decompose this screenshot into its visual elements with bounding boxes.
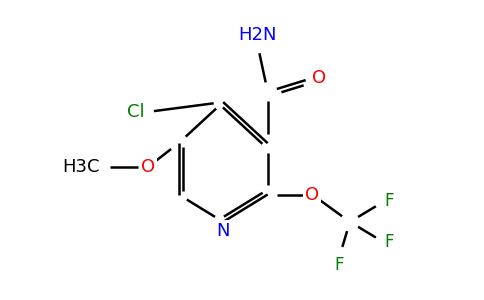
Text: F: F <box>335 256 344 274</box>
Text: F: F <box>384 192 393 210</box>
Text: H3C: H3C <box>62 158 100 176</box>
Text: Cl: Cl <box>127 103 144 121</box>
Text: F: F <box>384 233 393 251</box>
Text: O: O <box>312 69 326 87</box>
Text: N: N <box>216 222 230 240</box>
Text: O: O <box>141 158 155 176</box>
Text: H2N: H2N <box>238 26 277 44</box>
Text: O: O <box>305 185 319 203</box>
